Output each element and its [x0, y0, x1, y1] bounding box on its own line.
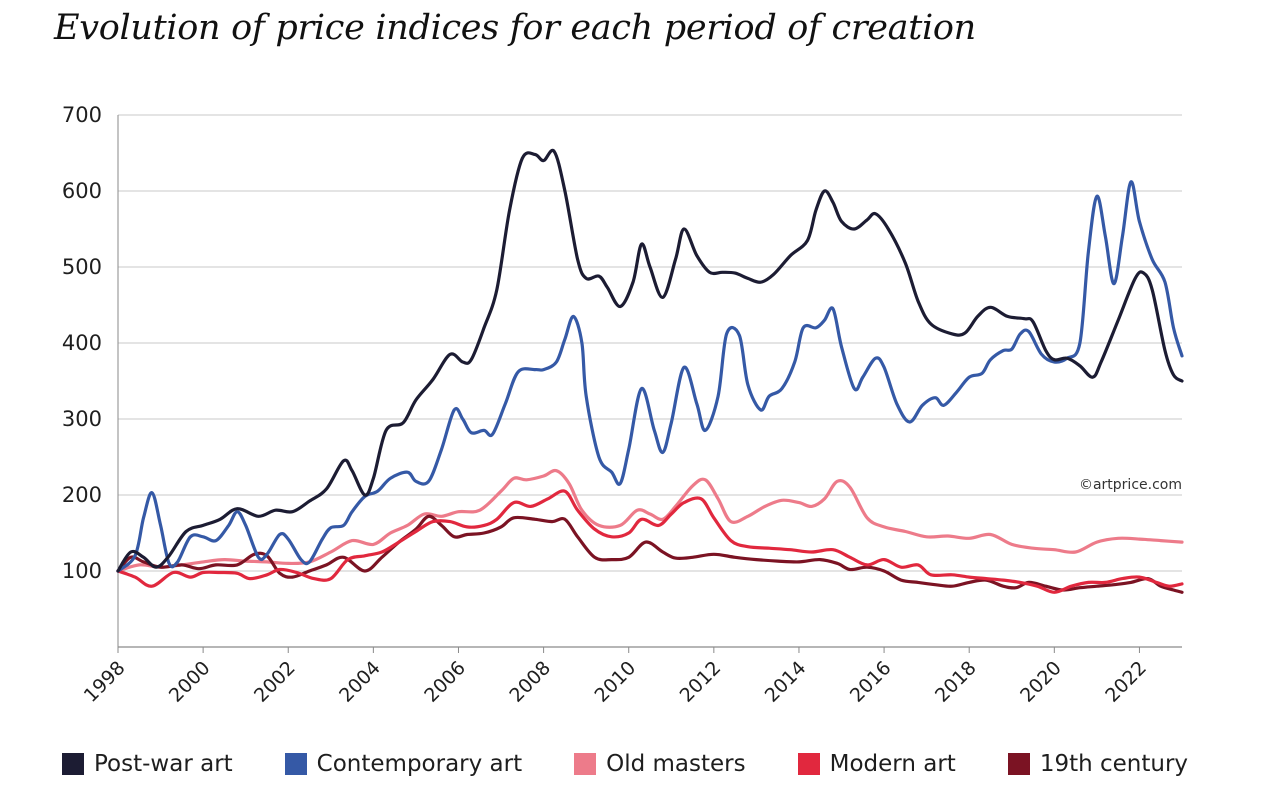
x-tick-label: 2014 — [761, 657, 811, 707]
chart-credit: ©artprice.com — [1079, 477, 1182, 493]
y-axis-ticks: 100 200 300 400 500 600 700 — [62, 103, 102, 583]
x-axis-ticks: 1998 2000 2002 2004 2006 2008 2010 2012 2014 2016… — [80, 647, 1151, 707]
x-tick-label: 2006 — [420, 657, 470, 707]
y-tick-label: 500 — [62, 255, 102, 279]
legend-label: Old masters — [606, 751, 746, 777]
chart-legend: Post-war art Contemporary art Old master… — [62, 746, 1188, 782]
x-tick-label: 2000 — [165, 657, 215, 707]
x-tick-label: 1998 — [80, 657, 130, 707]
x-tick-label: 2020 — [1016, 657, 1066, 707]
legend-label: 19th century — [1039, 751, 1189, 777]
y-tick-label: 200 — [62, 483, 102, 507]
legend-swatch — [284, 753, 307, 775]
x-tick-label: 2012 — [676, 657, 726, 707]
chart-title: Evolution of price indices for each peri… — [54, 8, 976, 48]
y-tick-label: 700 — [62, 103, 102, 127]
legend-item-old-masters: Old masters — [574, 751, 746, 777]
y-tick-label: 100 — [62, 559, 102, 583]
line-chart: 1998 2000 2002 2004 2006 2008 2010 2012 2014 2016… — [62, 103, 1184, 707]
y-tick-label: 600 — [62, 179, 102, 203]
series-line-contemporary-art — [116, 180, 1184, 573]
series-line-post-war-art — [116, 148, 1184, 573]
y-tick-label: 300 — [62, 407, 102, 431]
legend-swatch — [1007, 753, 1030, 775]
x-tick-label: 2016 — [846, 657, 896, 707]
legend-swatch — [574, 753, 597, 775]
axes — [117, 115, 1182, 648]
series-line-modern-art — [116, 489, 1184, 594]
series-line-old-masters — [116, 468, 1184, 573]
x-tick-label: 2008 — [505, 657, 555, 707]
x-tick-label: 2002 — [250, 657, 300, 707]
series-lines — [116, 148, 1184, 594]
legend-label: Contemporary art — [316, 751, 523, 777]
legend-label: Modern art — [829, 751, 956, 777]
y-tick-label: 400 — [62, 331, 102, 355]
series-line-19th-century — [116, 514, 1184, 594]
legend-item-19th-century: 19th century — [1007, 751, 1189, 777]
legend-swatch — [797, 753, 820, 775]
x-tick-label: 2018 — [931, 657, 981, 707]
x-tick-label: 2004 — [335, 657, 385, 707]
legend-item-contemporary-art: Contemporary art — [284, 751, 523, 777]
x-tick-label: 2010 — [591, 657, 641, 707]
grid-lines — [118, 114, 1182, 572]
legend-swatch — [62, 753, 84, 775]
x-tick-label: 2022 — [1101, 657, 1151, 707]
legend-item-post-war-art: Post-war art — [62, 751, 233, 777]
legend-item-modern-art: Modern art — [797, 751, 956, 777]
legend-label: Post-war art — [94, 751, 233, 777]
